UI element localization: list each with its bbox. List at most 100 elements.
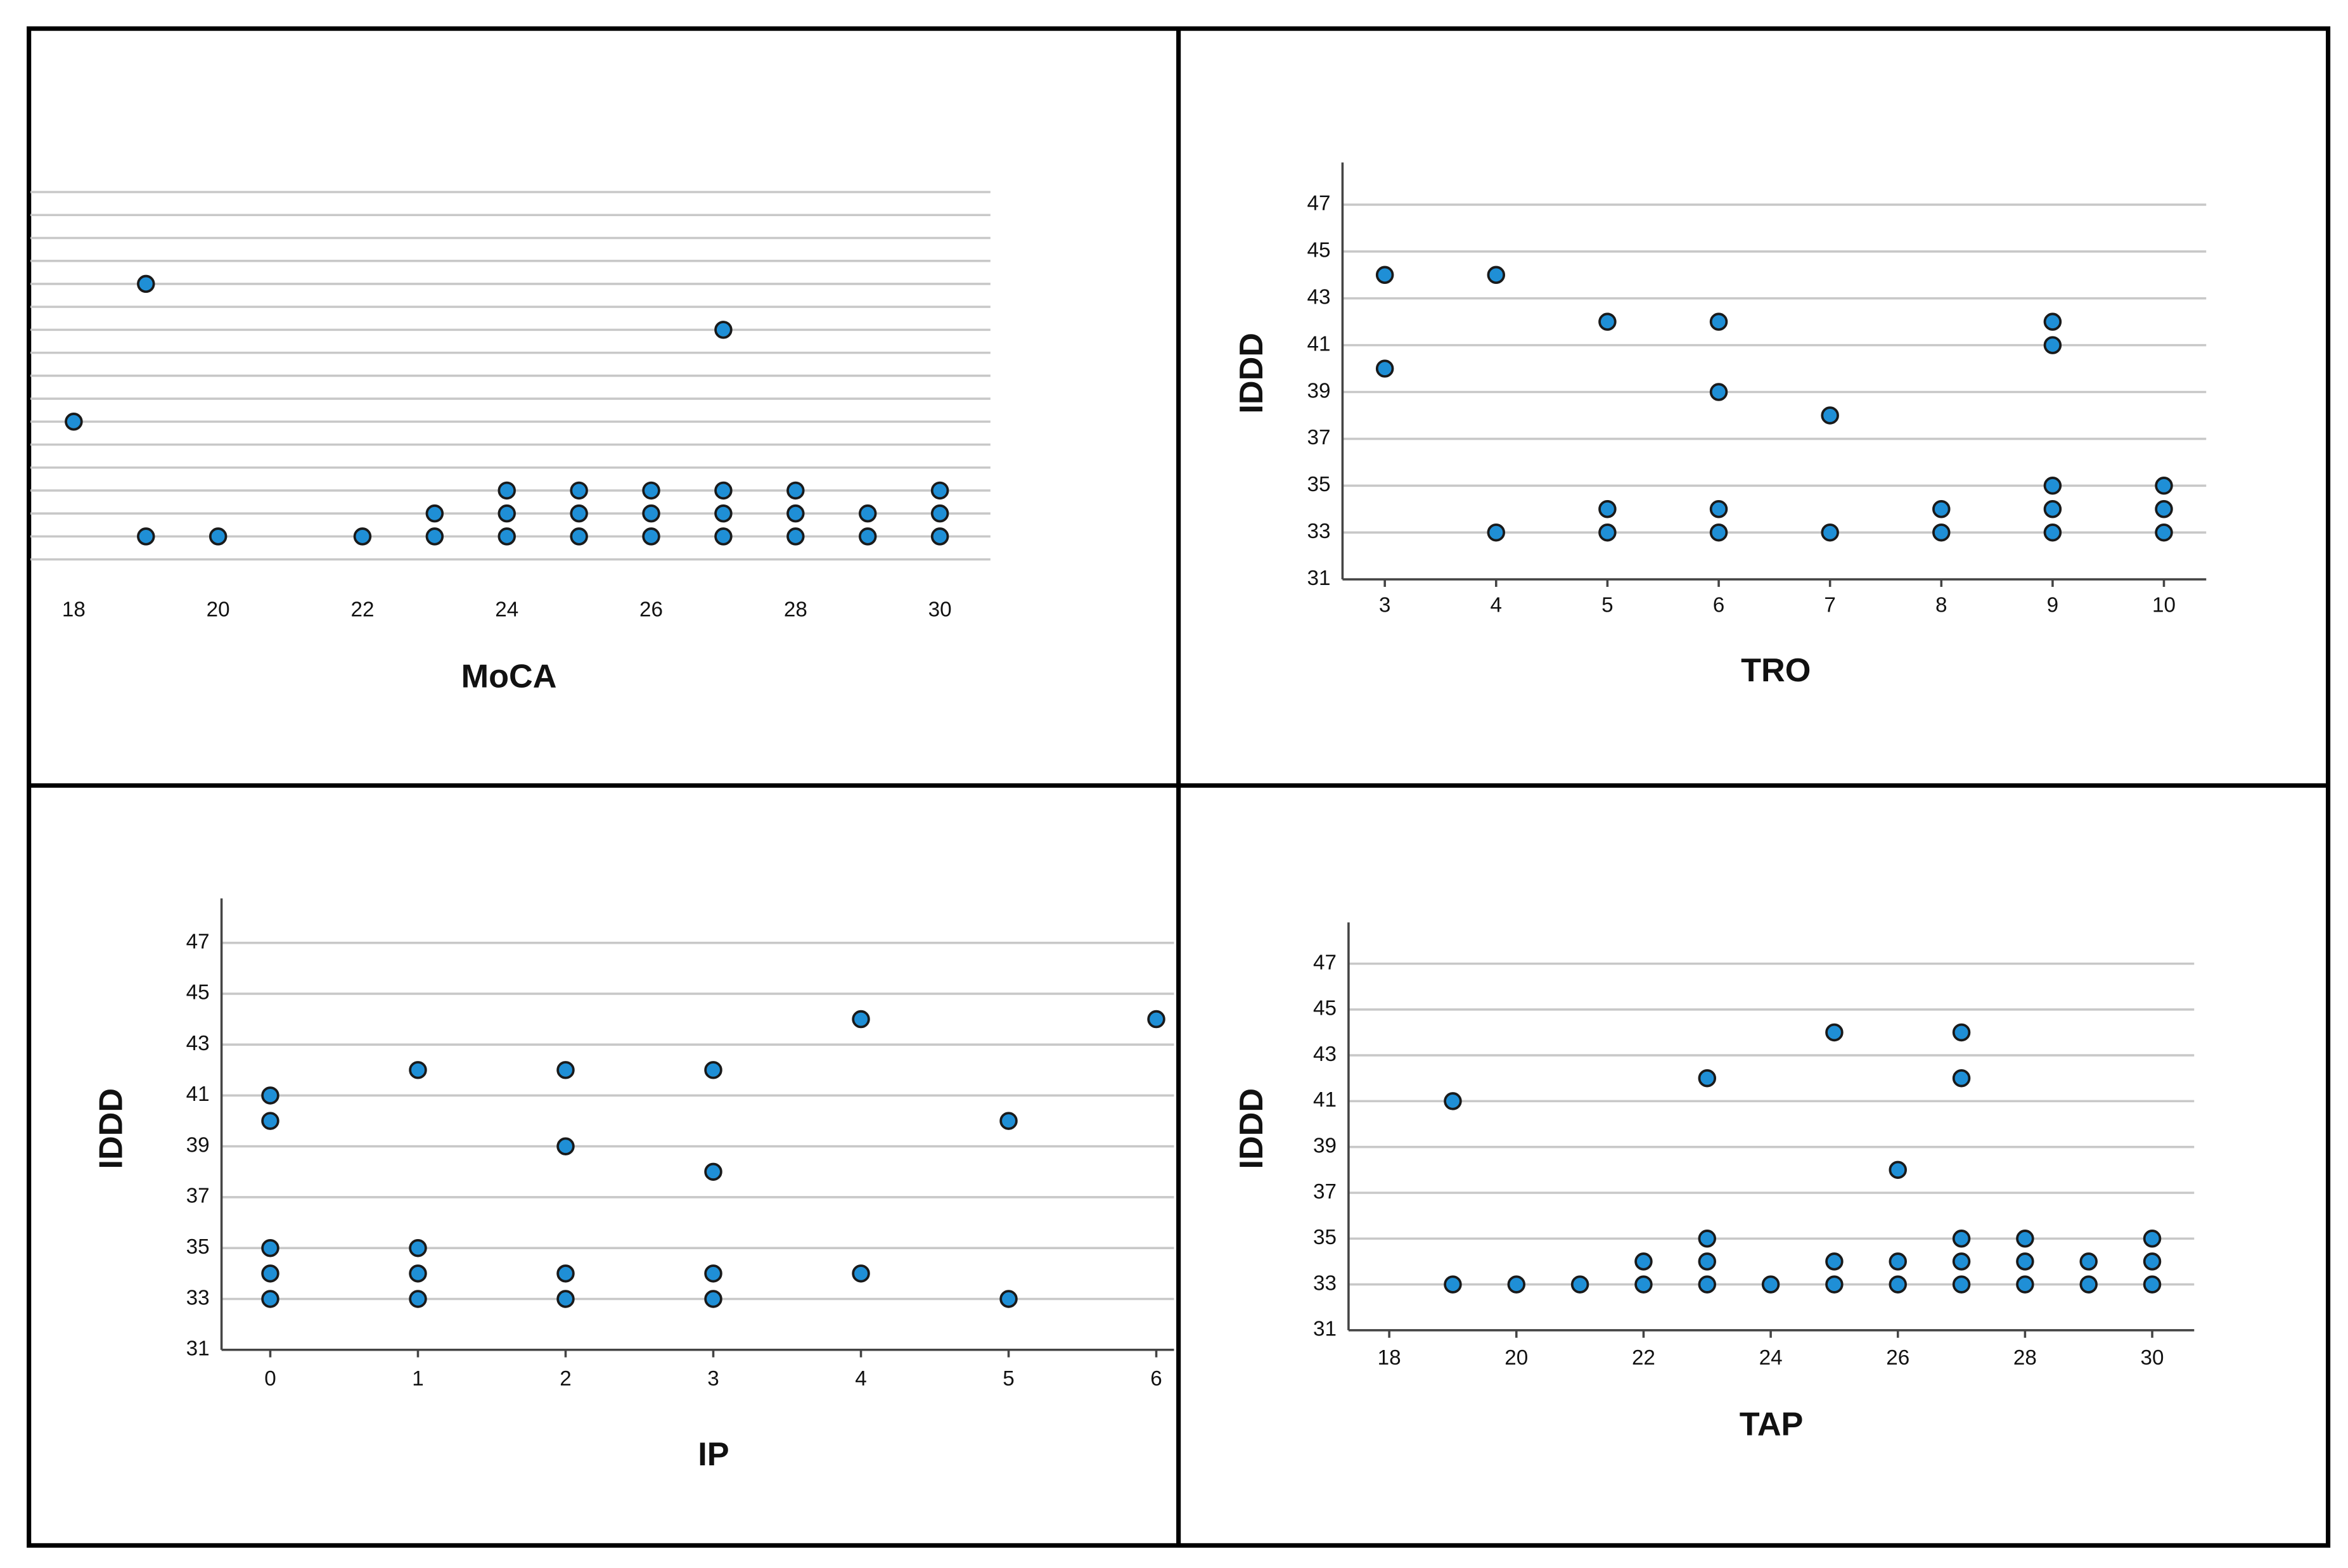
point [1952,1275,1971,1294]
point [556,1137,575,1155]
point [137,527,155,546]
point [852,1264,870,1283]
x-tick-label: 0 [264,1367,276,1391]
point [999,1290,1018,1308]
x-tick-label: 22 [1632,1346,1655,1370]
point [786,504,805,523]
point [642,527,660,546]
point [1952,1069,1971,1088]
point [1507,1275,1526,1294]
point [261,1238,279,1257]
y-tick-label: 31 [1313,1318,1337,1341]
y-tick-label: 35 [1313,1226,1337,1249]
point [1825,1275,1844,1294]
point [1375,266,1394,285]
point [930,481,949,500]
point [2155,523,2173,542]
point [2016,1252,2034,1271]
point [570,504,588,523]
point [786,481,805,500]
y-tick-label: 37 [1307,426,1330,449]
x-tick-label: 26 [639,598,663,622]
point [1932,523,1951,542]
y-tick-label: 45 [1313,997,1337,1020]
point [1952,1023,1971,1042]
x-tick-label: 28 [784,598,807,622]
point [261,1112,279,1130]
point [2143,1230,2162,1248]
x-tick-label: 30 [928,598,952,622]
point [714,321,733,339]
point [642,504,660,523]
y-tick-label: 39 [1307,379,1330,402]
x-tick-label: 22 [350,598,374,622]
point [556,1061,575,1079]
point [1634,1252,1653,1271]
x-tick-label: 3 [1379,594,1390,617]
point [1821,523,1839,542]
point [425,504,444,523]
x-tick-label: 30 [2141,1346,2164,1370]
point [2155,477,2173,495]
point [714,527,733,546]
point [704,1162,722,1181]
y-axis-title: IDDD [93,1088,129,1169]
point [852,1010,870,1029]
y-axis-title: IDDD [1233,333,1270,414]
x-tick-label: 6 [1713,594,1724,617]
point [208,527,228,546]
x-tick-label: 24 [495,598,518,622]
point [409,1238,427,1257]
point [704,1061,722,1079]
x-tick-label: 8 [1935,594,1947,617]
point [1487,523,1506,542]
x-tick-label: 9 [2047,594,2058,617]
point [714,481,733,500]
x-axis-title: MoCA [461,659,557,695]
point [2155,500,2173,518]
y-tick-label: 35 [186,1235,210,1259]
y-axis-title: IDDD [1233,1088,1270,1169]
point [2043,477,2062,495]
point [425,527,444,546]
point [137,274,155,293]
point [497,481,516,500]
y-tick-label: 39 [1313,1134,1337,1157]
x-tick-label: 28 [2013,1346,2037,1370]
point [1147,1010,1165,1029]
x-tick-label: 5 [1003,1367,1014,1391]
point [930,504,949,523]
point [1487,266,1506,285]
y-tick-label: 47 [1307,192,1330,215]
y-tick-label: 43 [1313,1043,1337,1066]
point [2016,1230,2034,1248]
x-tick-label: 24 [1759,1346,1783,1370]
point [714,504,733,523]
y-tick-label: 45 [1307,239,1330,262]
point [1698,1069,1717,1088]
y-tick-label: 37 [186,1185,210,1208]
point [1952,1252,1971,1271]
point [1698,1252,1717,1271]
x-axis-title: TAP [1740,1406,1804,1443]
point [858,527,877,546]
x-tick-label: 2 [560,1367,571,1391]
point [556,1264,575,1283]
x-tick-label: 5 [1601,594,1613,617]
x-tick-label: 3 [707,1367,719,1391]
y-tick-label: 33 [186,1286,210,1309]
point [570,527,588,546]
x-tick-label: 18 [62,598,86,622]
point [2043,500,2062,518]
y-tick-label: 43 [186,1032,210,1055]
point [1598,523,1617,542]
point [1825,1023,1844,1042]
point [353,527,372,546]
point [261,1290,279,1308]
point [2143,1252,2162,1271]
y-tick-label: 37 [1313,1180,1337,1204]
y-tick-label: 35 [1307,473,1330,496]
point [1932,500,1951,518]
point [1709,523,1728,542]
